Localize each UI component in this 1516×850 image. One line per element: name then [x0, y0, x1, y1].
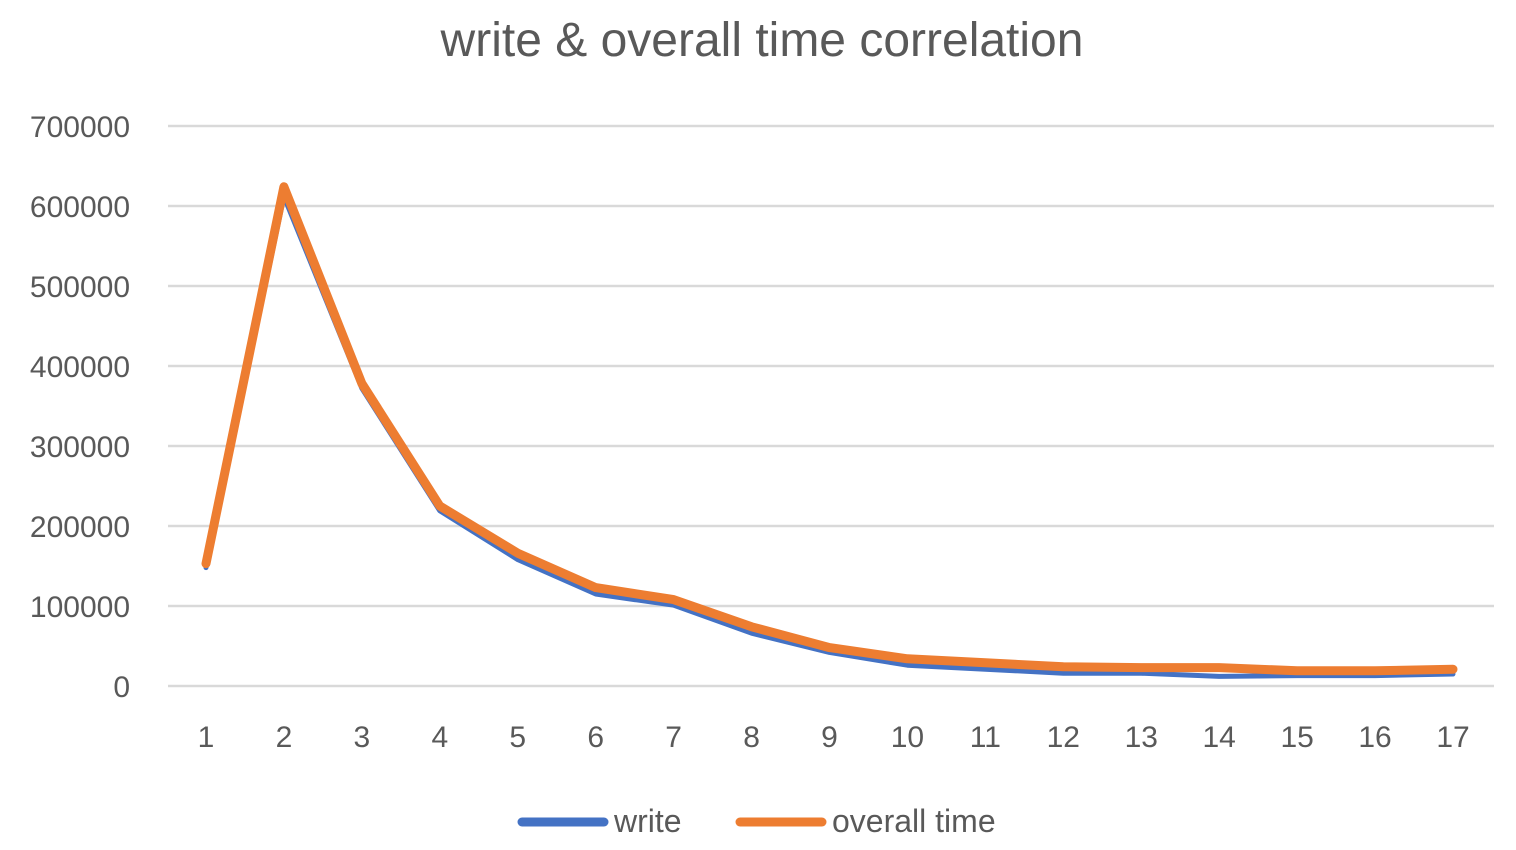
x-tick-label: 15 [1280, 721, 1313, 754]
y-tick-label: 700000 [30, 111, 130, 144]
x-tick-label: 5 [509, 721, 526, 754]
series-line-overall-time [201, 182, 1458, 676]
legend-item: overall time [735, 803, 996, 839]
gridlines [168, 124, 1494, 688]
legend-label: write [613, 803, 682, 839]
y-tick-label: 0 [113, 671, 130, 704]
x-tick-label: 13 [1125, 721, 1158, 754]
y-tick-label: 200000 [30, 511, 130, 544]
y-tick-label: 500000 [30, 271, 130, 304]
x-tick-label: 3 [354, 721, 371, 754]
x-tick-label: 7 [665, 721, 682, 754]
y-axis-tick-labels: 0 100000 200000 300000 400000 500000 600000 700… [30, 111, 130, 704]
y-tick-label: 600000 [30, 191, 130, 224]
x-tick-label: 8 [743, 721, 760, 754]
x-tick-label: 12 [1047, 721, 1080, 754]
legend-label: overall time [832, 803, 996, 839]
y-tick-label: 300000 [30, 431, 130, 464]
legend-item: write [517, 803, 682, 839]
x-tick-label: 1 [198, 721, 215, 754]
x-tick-label: 6 [587, 721, 604, 754]
x-tick-label: 11 [970, 721, 1001, 754]
y-tick-label: 400000 [30, 351, 130, 384]
legend: write overall time [517, 803, 996, 839]
y-tick-label: 100000 [30, 591, 130, 624]
x-tick-label: 14 [1203, 721, 1236, 754]
x-axis-tick-labels: 1 2 3 4 5 6 7 8 9 10 11 12 13 14 15 16 17 [198, 721, 1470, 754]
x-tick-label: 4 [431, 721, 448, 754]
x-tick-label: 17 [1436, 721, 1469, 754]
x-tick-label: 2 [276, 721, 293, 754]
x-tick-label: 16 [1358, 721, 1391, 754]
chart-title: write & overall time correlation [440, 14, 1084, 67]
series-lines [201, 182, 1458, 679]
x-tick-label: 9 [821, 721, 838, 754]
x-tick-label: 10 [891, 721, 924, 754]
